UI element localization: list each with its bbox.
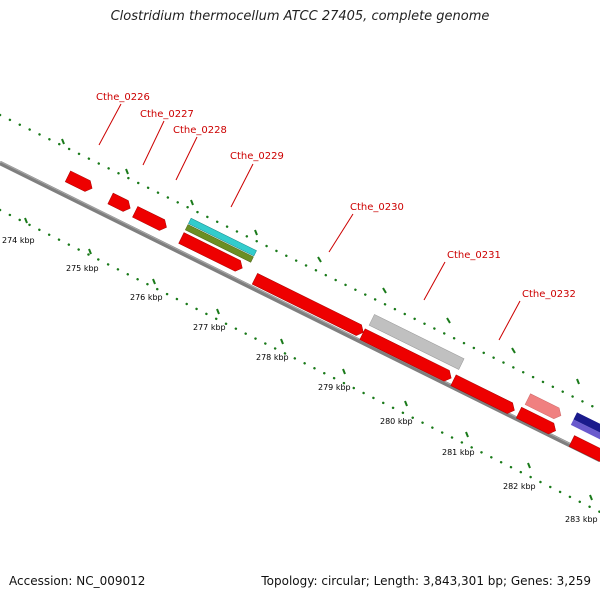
feature-cyan[interactable] [188, 217, 257, 257]
gene-label: Cthe_0228 [173, 125, 227, 136]
gene-next-red[interactable] [515, 406, 558, 436]
gene-label: Cthe_0226 [96, 92, 150, 103]
gene-cthe-0229[interactable] [178, 232, 245, 274]
gene-cthe-0228[interactable] [132, 206, 169, 232]
genome-summary: Topology: circular; Length: 3,843,301 bp… [261, 574, 591, 588]
gene-label: Cthe_0230 [350, 202, 404, 213]
accession-label: Accession: NC_009012 [9, 574, 146, 588]
gene-label-leaders [98, 103, 521, 341]
map-title: Clostridium thermocellum ATCC 27405, com… [110, 9, 490, 24]
gene-cthe-0227[interactable] [107, 192, 133, 214]
outer-major-ticks [61, 138, 580, 385]
outer-tick-track [0, 113, 600, 412]
kbp-label: 279 kbp [318, 383, 351, 392]
gene-label: Cthe_0229 [230, 151, 284, 162]
inner-tick-track [0, 208, 600, 514]
genome-backbone-highlight [0, 161, 600, 459]
kbp-label: 283 kbp [565, 515, 598, 524]
inner-major-ticks [24, 217, 593, 501]
gene-cthe-0226[interactable] [64, 170, 95, 194]
kbp-label: 277 kbp [193, 323, 226, 332]
gene-label: Cthe_0231 [447, 250, 501, 261]
kbp-label: 275 kbp [66, 264, 99, 273]
feature-navy[interactable] [573, 412, 600, 438]
kbp-label: 282 kbp [503, 482, 536, 491]
gene-cthe-0230[interactable] [251, 273, 366, 337]
kbp-label: 278 kbp [256, 353, 289, 362]
kbp-label: 276 kbp [130, 293, 163, 302]
feature-pink[interactable] [524, 393, 563, 421]
genome-backbone [0, 160, 600, 463]
gene-label: Cthe_0232 [522, 289, 576, 300]
kbp-label: 280 kbp [380, 417, 413, 426]
kbp-label: 281 kbp [442, 448, 475, 457]
gene-edge-red[interactable] [568, 435, 600, 470]
gene-cthe-0231-red[interactable] [359, 328, 454, 384]
feature-olive[interactable] [184, 224, 254, 263]
gene-cthe-0232[interactable] [450, 374, 517, 416]
gene-label: Cthe_0227 [140, 109, 194, 120]
feature-grey-rrna[interactable] [368, 314, 465, 370]
kbp-label: 274 kbp [2, 236, 35, 245]
